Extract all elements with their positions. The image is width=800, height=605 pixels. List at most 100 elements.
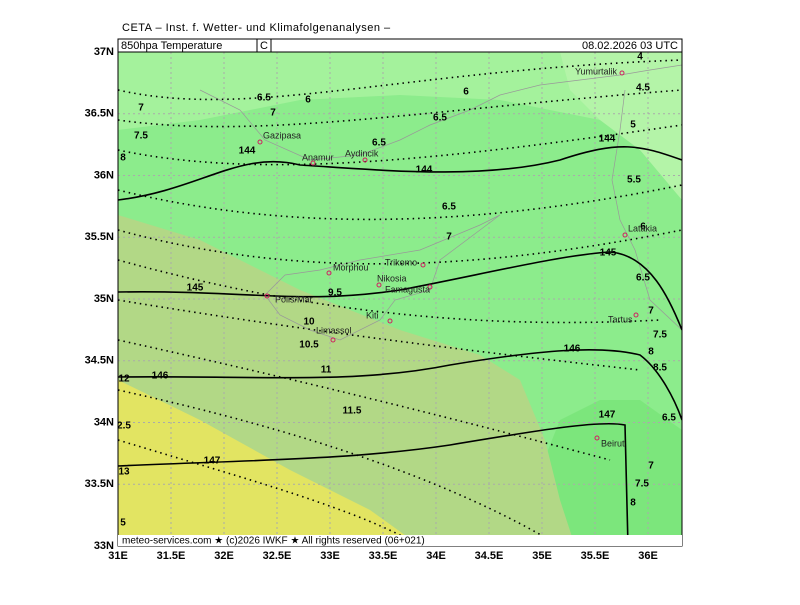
lon-label: 36E xyxy=(638,550,658,562)
city-dot xyxy=(257,139,263,145)
lon-label: 34.5E xyxy=(475,550,504,562)
geopotential-label: 147 xyxy=(599,410,616,421)
footer-bar xyxy=(118,535,682,546)
city-dot xyxy=(594,435,600,441)
geopotential-label: 145 xyxy=(600,248,617,259)
lat-label: 36N xyxy=(94,169,114,181)
isotherm-label: 7.5 xyxy=(134,131,148,142)
isotherm-label: 7.5 xyxy=(653,330,667,341)
lat-label: 37N xyxy=(94,46,114,58)
geopotential-label: 144 xyxy=(599,134,616,145)
city-label: Latakia xyxy=(628,223,657,233)
isotherm-label: 12 xyxy=(118,374,130,385)
geopotential-label: 146 xyxy=(564,344,581,355)
city-dot xyxy=(633,312,639,318)
map-area: 44.555.566.577.588.56.577.58966.5766.56.… xyxy=(117,52,682,546)
city-label: Trikomo xyxy=(385,257,417,267)
contour xyxy=(118,146,682,201)
field-lighter xyxy=(560,52,682,200)
contour xyxy=(118,339,611,461)
isotherm-label: 10 xyxy=(303,317,315,328)
city-dot xyxy=(420,262,426,268)
city-dot xyxy=(264,293,270,299)
city-label: Aydincik xyxy=(345,148,379,158)
lon-label: 32E xyxy=(214,550,234,562)
isotherm-label: 6 xyxy=(640,222,646,233)
city-label: Beirut xyxy=(601,438,625,448)
isotherm-label: 5 xyxy=(630,120,636,131)
parameter: 850hpa Temperature xyxy=(121,40,222,52)
lon-label: 33.5E xyxy=(369,550,398,562)
isotherm-label: 6.5 xyxy=(636,273,650,284)
isotherm-label: 9.5 xyxy=(328,288,342,299)
isotherm-label: 8.5 xyxy=(653,363,667,374)
city-dot xyxy=(619,70,625,76)
isotherm-label: 6 xyxy=(305,95,311,106)
contour xyxy=(118,348,682,421)
contour xyxy=(118,422,629,546)
city-dot xyxy=(427,284,433,290)
isotherm-label: 6.5 xyxy=(662,413,676,424)
isotherms xyxy=(118,59,682,546)
lat-label: 34N xyxy=(94,416,114,428)
isotherm-label: 4.5 xyxy=(636,83,650,94)
city-label: Nikosia xyxy=(377,273,407,283)
field-light xyxy=(118,52,682,150)
city-dot xyxy=(622,232,628,238)
geopotential-label: 144 xyxy=(416,165,433,176)
city-label: Gazipasa xyxy=(263,130,301,140)
isotherm-label: 6.5 xyxy=(433,113,447,124)
lon-label: 31.5E xyxy=(157,550,186,562)
geopotential-label: 147 xyxy=(204,456,221,467)
city-label: Famagusta xyxy=(385,284,430,294)
lat-label: 36.5N xyxy=(85,108,114,120)
lat-label: 35N xyxy=(94,293,114,305)
unit: C xyxy=(260,40,268,52)
isotherm-label: 5.5 xyxy=(627,175,641,186)
isotherm-label: 2.5 xyxy=(117,421,131,432)
contour xyxy=(118,229,682,265)
lat-label: 33.5N xyxy=(85,478,114,490)
contour xyxy=(118,89,682,128)
isotherm-label: 8 xyxy=(120,153,126,164)
isotherm-label: 7 xyxy=(446,232,452,243)
lon-label: 35E xyxy=(532,550,552,562)
city-dot xyxy=(310,160,316,166)
isotherm-label: 10.5 xyxy=(299,340,319,351)
coastline xyxy=(199,64,682,161)
isotherm-label: 5 xyxy=(120,518,126,529)
isotherm-label: 7 xyxy=(648,461,654,472)
city-dot xyxy=(376,282,382,288)
isotherm-label: 7.5 xyxy=(635,479,649,490)
geopotential-label: 146 xyxy=(152,371,169,382)
geopotential-lines xyxy=(118,146,682,546)
geopotential-label: 144 xyxy=(239,146,256,157)
labels: 44.555.566.577.588.56.577.58966.5766.56.… xyxy=(117,52,676,546)
cyprus-coast xyxy=(264,214,501,341)
levant-coast xyxy=(611,89,682,331)
contour xyxy=(118,259,661,324)
contour xyxy=(118,299,641,371)
contour xyxy=(118,59,682,101)
city-label: Polis/Mar xyxy=(275,294,313,304)
city-dot xyxy=(326,270,332,276)
lat-label: 34.5N xyxy=(85,355,114,367)
city-label: Morphou xyxy=(333,262,369,272)
isotherm-label: 8 xyxy=(648,347,654,358)
lon-label: 33E xyxy=(320,550,340,562)
lon-label: 35.5E xyxy=(581,550,610,562)
isotherm-label: 6.5 xyxy=(442,202,456,213)
city-label: Yumurtalik xyxy=(575,66,618,76)
grid xyxy=(118,52,682,546)
isotherm-label: 4 xyxy=(637,52,643,63)
header-title: CETA – Inst. f. Wetter- und Klimafolgena… xyxy=(122,22,391,34)
footer: meteo-services.com ★ (c)2026 IWKF ★ All … xyxy=(122,536,425,547)
isotherm-label: 6 xyxy=(463,87,469,98)
geopotential-label: 145 xyxy=(187,283,204,294)
isotherm-label: 6.5 xyxy=(372,138,386,149)
lat-label: 33N xyxy=(94,540,114,552)
city-label: Anamur xyxy=(302,152,334,162)
contour xyxy=(118,251,682,331)
city-dot xyxy=(330,337,336,343)
